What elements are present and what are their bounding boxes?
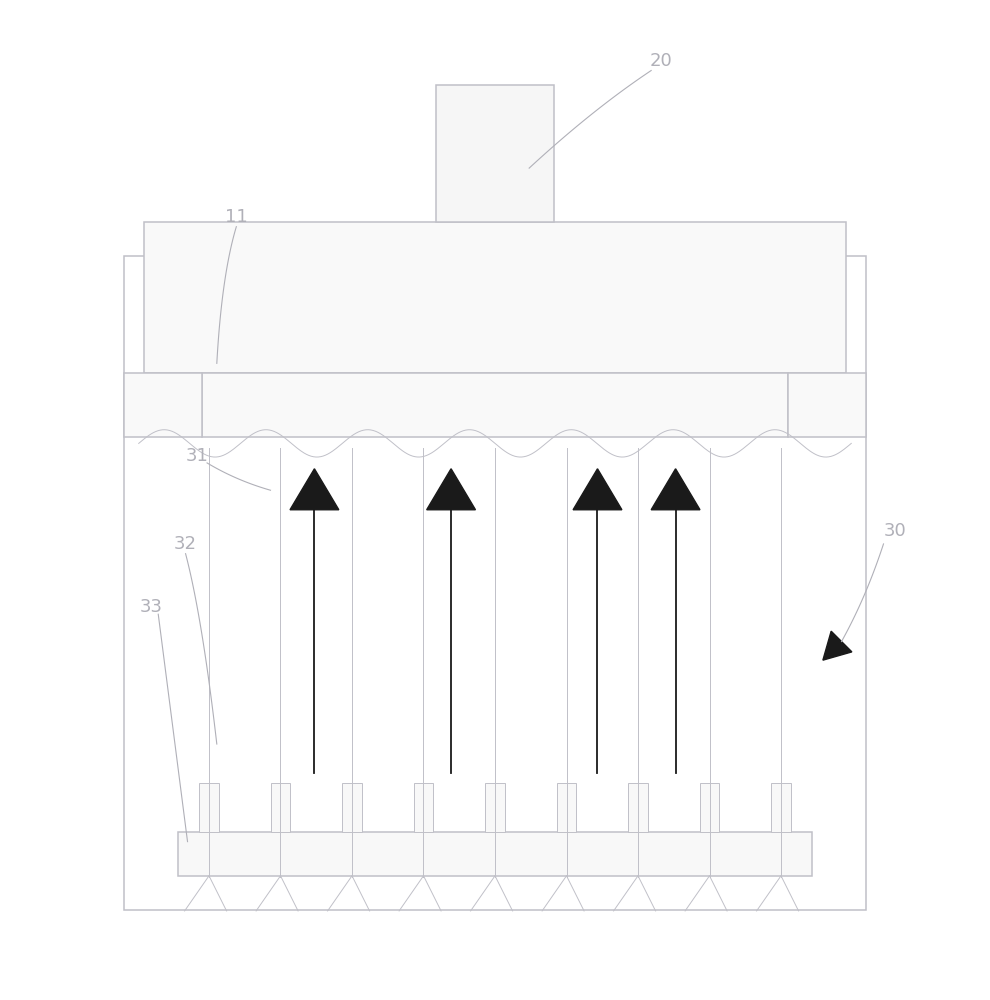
Polygon shape bbox=[651, 469, 700, 510]
Polygon shape bbox=[427, 469, 475, 510]
Bar bbox=[124, 256, 866, 910]
Bar bbox=[124, 373, 202, 437]
Polygon shape bbox=[290, 469, 339, 510]
Text: 33: 33 bbox=[140, 598, 163, 616]
Bar bbox=[202, 373, 788, 437]
Bar bbox=[556, 783, 576, 832]
Text: 31: 31 bbox=[186, 447, 209, 465]
Bar bbox=[437, 85, 553, 222]
Text: 30: 30 bbox=[884, 522, 907, 540]
Bar bbox=[199, 783, 219, 832]
Text: 32: 32 bbox=[174, 535, 197, 553]
Bar bbox=[178, 832, 812, 876]
Text: 11: 11 bbox=[225, 208, 248, 226]
Bar bbox=[343, 783, 361, 832]
Bar bbox=[629, 783, 647, 832]
Polygon shape bbox=[823, 631, 851, 660]
Bar bbox=[771, 783, 791, 832]
Bar bbox=[485, 783, 505, 832]
Bar bbox=[270, 783, 290, 832]
Text: 20: 20 bbox=[649, 52, 672, 70]
Bar bbox=[144, 222, 846, 373]
Polygon shape bbox=[573, 469, 622, 510]
Bar bbox=[414, 783, 434, 832]
Bar bbox=[788, 373, 866, 437]
Bar bbox=[700, 783, 720, 832]
